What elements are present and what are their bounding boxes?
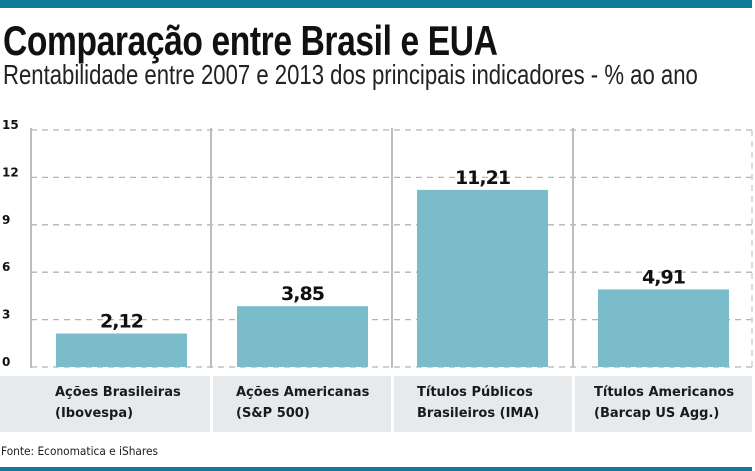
y-tick-label: 0 [2, 355, 10, 369]
data-label: 3,85 [281, 283, 324, 305]
category-label-band [0, 376, 752, 432]
band-separator [572, 376, 575, 432]
axes: 0 3 6 9 12 15 [2, 118, 753, 369]
bar [56, 333, 187, 367]
bottom-accent-bar [0, 467, 752, 471]
y-tick-label: 15 [2, 118, 19, 132]
chart-subtitle: Rentabilidade entre 2007 e 2013 dos prin… [3, 59, 698, 90]
data-label: 2,12 [100, 311, 143, 333]
category-label-titulos-americanos: Títulos Americanos (Barcap US Agg.) [594, 382, 755, 424]
category-label-acoes-brasileiras: Ações Brasileiras (Ibovespa) [55, 382, 225, 424]
category-label-titulos-publicos: Títulos Públicos Brasileiros (IMA) [417, 382, 587, 424]
y-tick-label: 3 [2, 308, 10, 322]
category-label-line: Ações Brasileiras [55, 385, 181, 400]
bar [598, 289, 729, 367]
category-label-line: (Barcap US Agg.) [594, 406, 720, 421]
category-label-line: Títulos Americanos [594, 385, 735, 400]
category-label-line: Títulos Públicos [417, 385, 533, 400]
category-label-line: Ações Americanas [236, 385, 370, 400]
category-label-acoes-americanas: Ações Americanas (S&P 500) [236, 382, 406, 424]
bar [237, 306, 368, 367]
chart-title: Comparação entre Brasil e EUA [3, 17, 498, 64]
data-labels: 2,12 3,85 11,21 4,91 [100, 167, 686, 333]
category-label-line: (S&P 500) [236, 406, 310, 421]
category-label-line: (Ibovespa) [55, 406, 134, 421]
top-accent-bar [0, 0, 752, 8]
bar [417, 189, 548, 367]
y-tick-label: 6 [2, 260, 10, 274]
data-label: 11,21 [455, 167, 510, 189]
y-tick-label: 12 [2, 165, 19, 179]
category-label-line: Brasileiros (IMA) [417, 406, 540, 421]
source-note: Fonte: Economatica e iShares [1, 444, 159, 458]
bars [56, 189, 729, 367]
band-separator [210, 376, 213, 432]
bar-chart: 0 3 6 9 12 15 2,12 3,85 11,21 4,91 [2, 118, 753, 369]
band-separator [391, 376, 394, 432]
data-label: 4,91 [642, 266, 685, 288]
y-tick-label: 9 [2, 213, 10, 227]
